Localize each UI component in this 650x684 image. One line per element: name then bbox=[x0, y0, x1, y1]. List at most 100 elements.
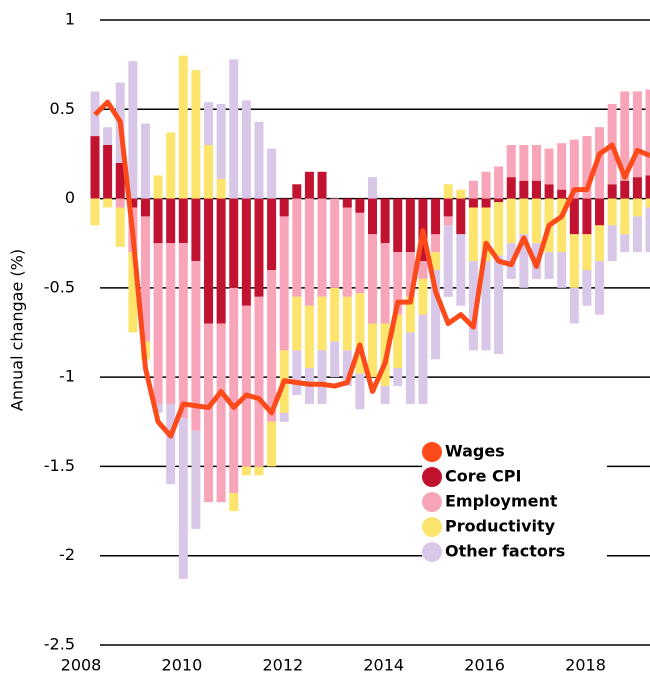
bar bbox=[481, 207, 491, 262]
bar bbox=[368, 177, 377, 199]
bar bbox=[569, 198, 579, 235]
bar bbox=[178, 55, 188, 199]
bar bbox=[380, 198, 390, 244]
bar bbox=[317, 296, 327, 351]
bar bbox=[229, 59, 239, 199]
bar bbox=[254, 296, 264, 467]
bar bbox=[531, 145, 541, 181]
bar bbox=[254, 466, 264, 476]
legend-label: Core CPI bbox=[445, 467, 521, 486]
bar bbox=[569, 234, 579, 288]
bar bbox=[330, 341, 340, 378]
bar bbox=[267, 198, 277, 270]
bar bbox=[494, 255, 504, 354]
bar bbox=[140, 216, 150, 342]
legend-marker bbox=[422, 442, 442, 462]
bar bbox=[418, 278, 428, 315]
line bbox=[93, 99, 650, 439]
bar bbox=[355, 212, 365, 294]
bar bbox=[582, 136, 592, 199]
bar bbox=[569, 287, 579, 324]
bar bbox=[557, 252, 567, 288]
bar bbox=[582, 198, 592, 235]
x-tick-label: 2012 bbox=[262, 656, 303, 675]
legend-label: Other factors bbox=[445, 542, 565, 561]
bar bbox=[292, 198, 302, 297]
bar bbox=[595, 198, 605, 226]
bar bbox=[279, 412, 289, 422]
bar bbox=[557, 198, 567, 253]
bar bbox=[330, 287, 340, 342]
bar bbox=[481, 261, 491, 351]
bar bbox=[544, 184, 554, 199]
bar bbox=[595, 127, 605, 199]
y-tick-label: 0 bbox=[65, 188, 75, 207]
bar bbox=[405, 296, 415, 333]
bar bbox=[645, 175, 650, 199]
bar bbox=[494, 202, 504, 256]
bar bbox=[431, 270, 441, 360]
bar bbox=[418, 261, 428, 279]
bar bbox=[216, 103, 226, 179]
bar bbox=[481, 171, 491, 199]
bar bbox=[431, 198, 441, 235]
bar bbox=[494, 166, 504, 199]
bar bbox=[456, 234, 466, 306]
bar bbox=[494, 198, 504, 203]
bar bbox=[468, 180, 478, 199]
x-tick-label: 2018 bbox=[565, 656, 606, 675]
bar bbox=[166, 132, 176, 199]
bar bbox=[153, 175, 163, 199]
legend-marker bbox=[422, 542, 442, 562]
bar bbox=[153, 198, 163, 244]
bar bbox=[153, 403, 163, 413]
bar bbox=[393, 368, 403, 387]
bar bbox=[645, 89, 650, 176]
bar bbox=[241, 100, 251, 199]
bar bbox=[531, 180, 541, 199]
bar bbox=[140, 123, 150, 199]
bar bbox=[531, 198, 541, 244]
bar bbox=[506, 198, 516, 244]
bar bbox=[595, 261, 605, 315]
bar bbox=[178, 418, 188, 579]
bar bbox=[317, 198, 327, 297]
bar bbox=[103, 127, 113, 145]
bar bbox=[645, 207, 650, 253]
bar bbox=[279, 216, 289, 351]
y-tick-label: -1 bbox=[59, 367, 75, 386]
bar bbox=[582, 270, 592, 306]
bar bbox=[506, 177, 516, 199]
legend-marker bbox=[422, 492, 442, 512]
bar bbox=[443, 225, 453, 297]
bar bbox=[166, 243, 176, 404]
bar bbox=[140, 198, 150, 217]
bar bbox=[204, 198, 214, 324]
bar bbox=[317, 350, 327, 404]
bar bbox=[279, 198, 289, 217]
bar bbox=[342, 350, 352, 387]
bar bbox=[317, 171, 327, 199]
bar bbox=[204, 323, 214, 503]
bar bbox=[544, 148, 554, 185]
bar bbox=[620, 91, 630, 181]
bar bbox=[380, 243, 390, 324]
bar bbox=[405, 332, 415, 404]
bar bbox=[443, 184, 453, 199]
bar bbox=[443, 198, 453, 217]
bar bbox=[519, 145, 529, 181]
bar bbox=[90, 136, 100, 199]
bar bbox=[153, 243, 163, 404]
bar bbox=[204, 102, 214, 145]
bar bbox=[506, 145, 516, 178]
bar bbox=[115, 198, 125, 208]
bar bbox=[254, 121, 264, 199]
bar bbox=[380, 386, 390, 404]
bar bbox=[405, 198, 415, 253]
bar bbox=[393, 252, 403, 315]
x-tick-label: 2008 bbox=[61, 656, 102, 675]
bar bbox=[456, 189, 466, 199]
bar bbox=[468, 261, 478, 351]
bar bbox=[368, 234, 377, 324]
x-tick-label: 2016 bbox=[464, 656, 505, 675]
